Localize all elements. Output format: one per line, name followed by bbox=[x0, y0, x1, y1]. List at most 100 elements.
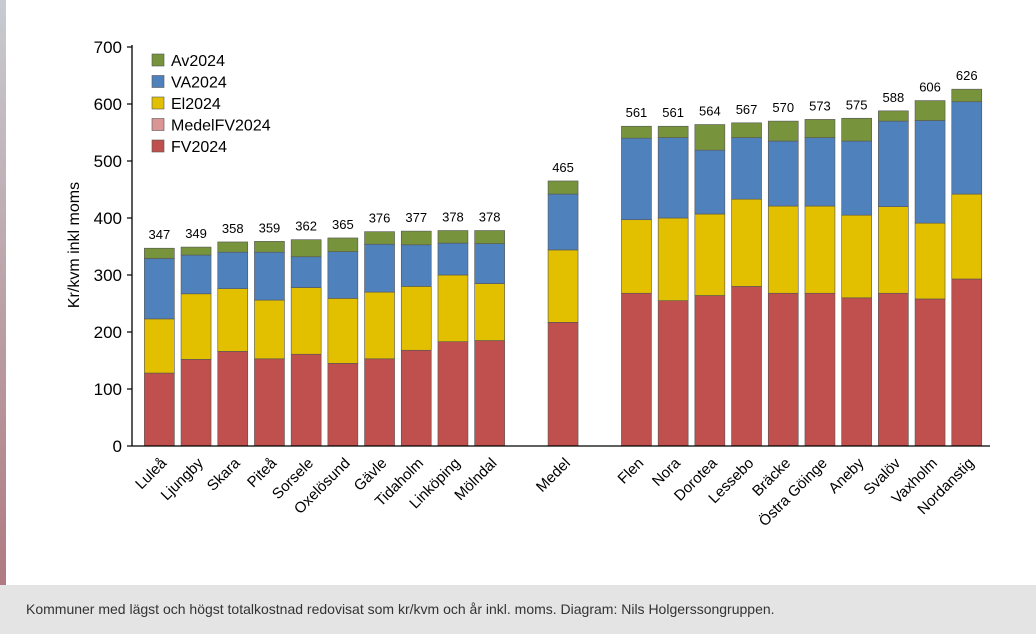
x-tick-label: Aneby bbox=[825, 454, 867, 496]
bar-segment-fv2024 bbox=[400, 349, 432, 447]
bar-segment-va2024 bbox=[804, 137, 836, 207]
total-label: 606 bbox=[919, 80, 941, 95]
y-tick-label: 400 bbox=[94, 209, 122, 228]
bar-segment-va2024 bbox=[547, 193, 579, 251]
bar-segment-av2024 bbox=[914, 100, 946, 121]
bar-segment-av2024 bbox=[217, 241, 249, 253]
bar-segment-av2024 bbox=[621, 125, 652, 139]
bar-segment-el2024 bbox=[364, 291, 395, 360]
bar-segment-av2024 bbox=[804, 119, 836, 138]
bar-segment-va2024 bbox=[474, 243, 505, 284]
bar-segment-fv2024 bbox=[474, 340, 505, 447]
total-label: 359 bbox=[259, 220, 281, 235]
bar-segment-fv2024 bbox=[547, 322, 579, 447]
total-label: 377 bbox=[405, 210, 427, 225]
bar-segment-va2024 bbox=[878, 120, 909, 207]
bar-segment-el2024 bbox=[657, 217, 689, 301]
y-tick-label: 0 bbox=[113, 437, 122, 456]
bar-segment-el2024 bbox=[547, 249, 579, 323]
bar-segment-va2024 bbox=[621, 137, 652, 221]
x-tick-label: Flen bbox=[615, 455, 648, 488]
bar-segment-el2024 bbox=[437, 274, 469, 342]
bar-segment-fv2024 bbox=[731, 286, 762, 447]
y-tick-label: 600 bbox=[94, 95, 122, 114]
total-label: 378 bbox=[442, 210, 464, 225]
bar-segment-el2024 bbox=[878, 206, 909, 294]
legend-swatch bbox=[151, 53, 165, 67]
bar-segment-fv2024 bbox=[841, 297, 872, 447]
x-tick-label: Skara bbox=[204, 454, 244, 494]
bar-segment-el2024 bbox=[621, 219, 652, 294]
bar-segment-va2024 bbox=[180, 254, 212, 295]
total-label: 575 bbox=[846, 97, 868, 112]
bar-segment-fv2024 bbox=[144, 372, 175, 447]
bar-segment-el2024 bbox=[951, 193, 983, 280]
bar-segment-fv2024 bbox=[180, 359, 212, 447]
bar-segment-el2024 bbox=[144, 318, 175, 374]
bar-segment-fv2024 bbox=[290, 353, 322, 447]
legend-swatch bbox=[151, 96, 165, 110]
legend-label: Av2024 bbox=[171, 53, 225, 70]
bar-segment-av2024 bbox=[951, 88, 983, 103]
bar-segment-av2024 bbox=[841, 117, 872, 142]
total-label: 376 bbox=[369, 211, 391, 226]
total-label: 564 bbox=[699, 104, 721, 119]
legend-swatch bbox=[151, 139, 165, 153]
legend-swatch bbox=[151, 75, 165, 88]
bar-segment-va2024 bbox=[400, 244, 432, 287]
bar-segment-va2024 bbox=[217, 251, 249, 289]
bar-segment-av2024 bbox=[254, 241, 285, 253]
chart-caption: Kommuner med lägst och högst totalkostna… bbox=[26, 601, 775, 617]
bar-segment-va2024 bbox=[951, 101, 983, 195]
bar-segment-fv2024 bbox=[951, 278, 983, 447]
bar-segment-fv2024 bbox=[621, 292, 652, 447]
legend-label: El2024 bbox=[171, 96, 221, 113]
legend-label: VA2024 bbox=[171, 75, 227, 92]
bar-segment-fv2024 bbox=[914, 298, 946, 447]
bar-segment-va2024 bbox=[254, 251, 285, 301]
total-label: 626 bbox=[956, 68, 978, 83]
bar-segment-fv2024 bbox=[804, 292, 836, 447]
bar-segment-av2024 bbox=[364, 231, 395, 245]
bar-segment-el2024 bbox=[767, 205, 799, 294]
bar-segment-va2024 bbox=[767, 140, 799, 207]
bar-segment-av2024 bbox=[437, 230, 469, 244]
bar-segment-el2024 bbox=[914, 222, 946, 300]
bar-segment-va2024 bbox=[657, 137, 689, 219]
bar-segment-av2024 bbox=[474, 230, 505, 244]
bar-segment-fv2024 bbox=[364, 358, 395, 447]
bar-segment-el2024 bbox=[731, 198, 762, 287]
bar-segment-el2024 bbox=[180, 293, 212, 360]
stacked-bar-chart: 347 349 358 359 362 365 376 377 378 378 465 561 561 5… bbox=[66, 38, 990, 530]
bar-segment-fv2024 bbox=[217, 351, 249, 447]
bar-segment-el2024 bbox=[841, 214, 872, 299]
bar-segment-va2024 bbox=[144, 258, 175, 320]
total-label: 567 bbox=[736, 102, 758, 117]
bar-segment-el2024 bbox=[474, 283, 505, 341]
bar-segment-el2024 bbox=[400, 286, 432, 351]
x-tick-label: Medel bbox=[533, 455, 574, 496]
bar-segment-av2024 bbox=[767, 120, 799, 142]
bar-segment-va2024 bbox=[327, 251, 359, 299]
bar-segment-av2024 bbox=[400, 230, 432, 246]
bar-segment-av2024 bbox=[547, 180, 579, 195]
bar-segment-av2024 bbox=[290, 239, 322, 258]
total-label: 588 bbox=[882, 90, 904, 105]
bar-segment-el2024 bbox=[804, 205, 836, 294]
bar-segment-av2024 bbox=[657, 125, 689, 138]
total-label: 349 bbox=[185, 226, 207, 241]
total-label: 378 bbox=[479, 210, 501, 225]
total-label: 347 bbox=[148, 227, 170, 242]
y-tick-label: 500 bbox=[94, 152, 122, 171]
bar-segment-fv2024 bbox=[437, 341, 469, 447]
bar-segment-el2024 bbox=[217, 288, 249, 352]
legend-swatch bbox=[151, 118, 165, 131]
bar-segment-el2024 bbox=[694, 213, 726, 296]
total-label: 573 bbox=[809, 98, 831, 113]
bar-layer bbox=[144, 88, 983, 447]
total-label: 362 bbox=[295, 219, 317, 234]
total-label: 561 bbox=[626, 105, 648, 120]
bar-segment-av2024 bbox=[144, 247, 175, 259]
bar-segment-fv2024 bbox=[254, 358, 285, 447]
y-tick-label: 100 bbox=[94, 380, 122, 399]
